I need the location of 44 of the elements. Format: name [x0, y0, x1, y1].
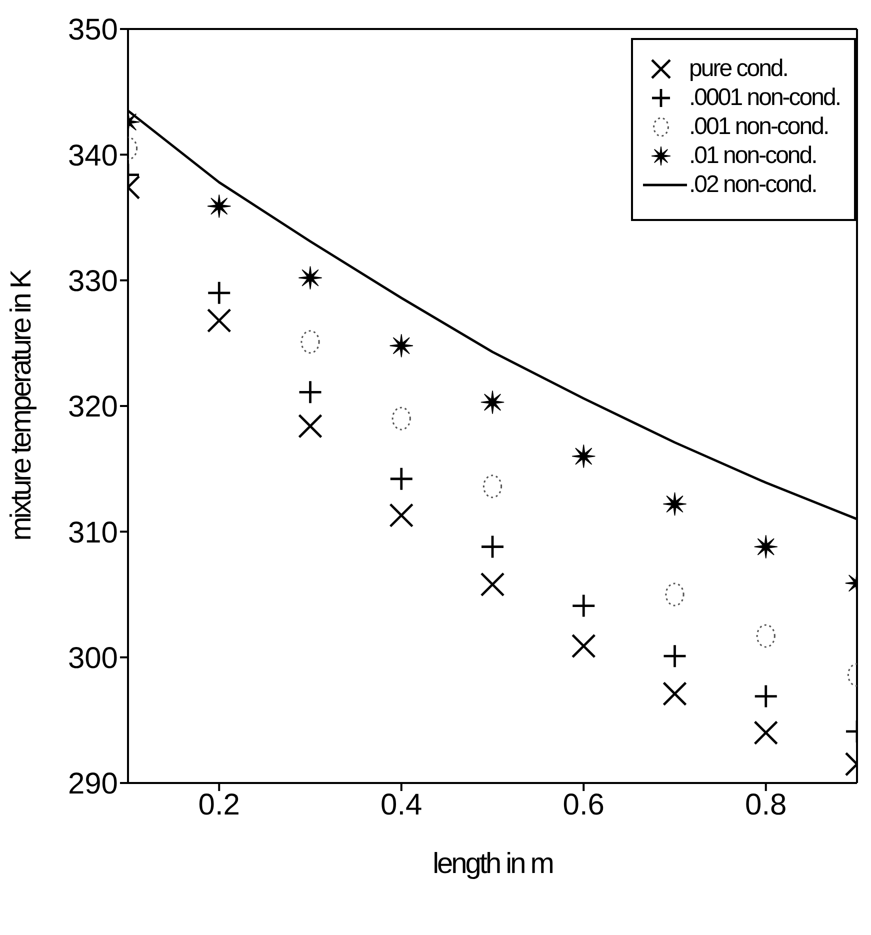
point — [389, 334, 414, 358]
point — [208, 282, 230, 304]
point — [572, 594, 595, 617]
point — [390, 468, 412, 490]
y-tick-label: 330 — [68, 264, 118, 298]
point — [665, 582, 684, 606]
point — [756, 624, 776, 648]
point — [754, 720, 778, 745]
x-tick-label: 0.6 — [562, 788, 604, 822]
point — [572, 444, 596, 468]
y-tick-label: 350 — [68, 14, 118, 47]
point — [662, 492, 687, 516]
point — [662, 682, 687, 706]
point — [392, 406, 411, 430]
y-tick-label: 320 — [68, 390, 118, 424]
y-axis-title: mixture temperature in K — [5, 268, 38, 541]
y-tick-label: 310 — [68, 516, 118, 550]
x-tick-label: 0.2 — [198, 788, 240, 822]
point — [571, 634, 596, 658]
legend-label: .02 non-cond. — [689, 170, 816, 199]
point — [480, 572, 505, 597]
x-tick-label: 0.8 — [745, 788, 787, 822]
point — [482, 474, 502, 498]
point — [754, 534, 778, 559]
legend-label: pure cond. — [689, 54, 788, 83]
legend-label: .001 non-cond. — [689, 112, 828, 141]
point — [482, 536, 504, 558]
point — [300, 330, 320, 354]
point — [298, 266, 322, 290]
y-tick-label: 290 — [68, 768, 118, 801]
point — [480, 390, 504, 414]
point — [206, 308, 232, 333]
y-tick-label: 340 — [68, 139, 118, 172]
point — [754, 685, 777, 708]
point — [664, 645, 686, 668]
point — [207, 194, 232, 218]
x-tick-label: 0.4 — [380, 788, 422, 822]
point — [389, 503, 414, 528]
legend-label: .0001 non-cond. — [689, 83, 840, 112]
point — [299, 381, 322, 404]
legend-label: .01 non-cond. — [689, 141, 816, 170]
y-tick-label: 300 — [68, 642, 118, 675]
x-axis-title: length in m — [432, 848, 554, 880]
point — [298, 414, 322, 438]
